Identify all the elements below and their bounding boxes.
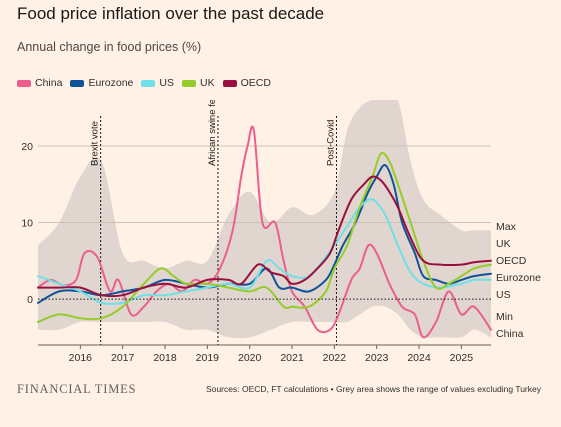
end-label-uk: UK — [496, 238, 511, 250]
x-tick-label-2021: 2021 — [280, 352, 304, 364]
legend-label-uk: UK — [199, 77, 215, 89]
legend-item-oecd: OECD — [222, 77, 271, 89]
x-tick-label-2025: 2025 — [450, 352, 474, 364]
legend-item-china: China — [17, 77, 62, 89]
y-tick-label-0: 0 — [27, 294, 33, 306]
chart-legend: China Eurozone US UK OECD — [17, 77, 271, 89]
x-tick-label-2024: 2024 — [407, 352, 431, 364]
event-label-0: Brexit vote — [90, 121, 101, 166]
x-tick-label-2019: 2019 — [196, 352, 220, 364]
source-note: Sources: OECD, FT calculations • Grey ar… — [206, 384, 541, 394]
y-tick-label-10: 10 — [21, 218, 33, 230]
chart-title: Food price inflation over the past decad… — [17, 4, 325, 23]
x-tick-label-2017: 2017 — [111, 352, 135, 364]
event-label-1: African swine fever — [207, 100, 218, 166]
end-label-eurozone: Eurozone — [496, 272, 541, 284]
x-tick-label-2020: 2020 — [238, 352, 262, 364]
legend-label-oecd: OECD — [240, 77, 271, 89]
end-label-max: Max — [496, 221, 517, 233]
legend-item-eurozone: Eurozone — [70, 77, 133, 89]
legend-item-us: US — [141, 77, 174, 89]
legend-swatch-china — [17, 79, 31, 87]
y-tick-label-20: 20 — [21, 141, 33, 153]
series-line-oecd — [37, 175, 492, 298]
legend-swatch-us — [141, 79, 156, 87]
chart-subtitle: Annual change in food prices (%) — [17, 40, 202, 54]
line-chart: 0 10 20 2016 2017 2018 2019 2020 2021 2022 2023 202… — [21, 100, 541, 364]
ft-brand: FINANCIAL TIMES — [17, 382, 137, 396]
legend-label-us: US — [159, 77, 174, 89]
legend-label-china: China — [35, 77, 63, 89]
end-label-oecd: OECD — [496, 255, 527, 267]
legend-swatch-uk — [181, 79, 196, 87]
series-line-china — [37, 125, 492, 339]
x-tick-label-2023: 2023 — [365, 352, 389, 364]
legend-label-eurozone: Eurozone — [88, 77, 134, 89]
end-label-min: Min — [496, 311, 513, 323]
x-tick-label-2018: 2018 — [153, 352, 177, 364]
x-tick-label-2016: 2016 — [69, 352, 93, 364]
range-band-area — [38, 100, 491, 339]
event-label-2: Post-Covid — [325, 120, 336, 166]
end-label-us: US — [496, 289, 511, 301]
x-tick-label-2022: 2022 — [323, 352, 347, 364]
legend-item-uk: UK — [181, 77, 215, 89]
legend-swatch-eurozone — [70, 79, 85, 87]
legend-swatch-oecd — [222, 79, 237, 87]
end-label-china: China — [496, 328, 524, 340]
